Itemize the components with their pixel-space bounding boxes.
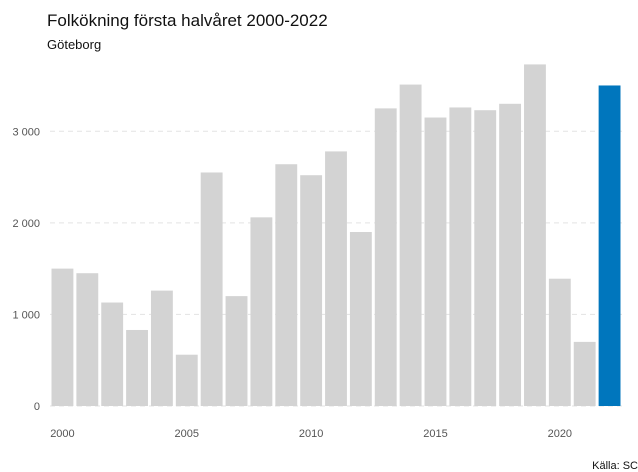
bar-2014 [399, 84, 422, 406]
y-tick-label: 0 [34, 401, 40, 413]
bar-2015 [424, 117, 447, 407]
bar-2010 [300, 175, 323, 406]
y-tick-label: 1 000 [12, 309, 40, 321]
bar-2002 [101, 302, 124, 406]
x-tick-label: 2000 [50, 428, 74, 440]
bar-2022 [598, 85, 621, 406]
bar-2012 [349, 232, 372, 406]
bar-2011 [325, 151, 347, 406]
bar-2001 [76, 273, 99, 406]
x-tick-label: 2015 [423, 428, 447, 440]
y-tick-label: 2 000 [12, 218, 40, 230]
bar-2009 [275, 164, 298, 406]
bar-2019 [524, 64, 546, 407]
chart-subtitle: Göteborg [47, 37, 101, 52]
bar-2021 [573, 341, 596, 406]
source-caption: Källa: SC [592, 460, 638, 472]
bar-2003 [126, 329, 148, 406]
bar-2017 [474, 110, 497, 406]
bar-2000 [51, 268, 74, 406]
bar-2016 [449, 107, 472, 406]
x-tick-label: 2005 [175, 428, 199, 440]
x-axis-ticks: 2000 2005 2010 2015 2020 [50, 428, 572, 440]
x-tick-label: 2020 [548, 428, 572, 440]
bar-2013 [374, 108, 397, 407]
x-tick-label: 2010 [299, 428, 323, 440]
bar-2020 [548, 278, 571, 406]
y-axis-ticks: 0 1 000 2 000 3 000 [12, 126, 40, 413]
chart-title: Folkökning första halvåret 2000-2022 [47, 11, 328, 30]
bar-2007 [225, 296, 248, 406]
bar-2006 [200, 172, 223, 406]
bars [51, 64, 621, 407]
y-tick-label: 3 000 [12, 126, 40, 138]
bar-2008 [250, 217, 273, 406]
bar-2005 [175, 354, 198, 406]
bar-2004 [150, 290, 173, 406]
bar-2018 [499, 103, 522, 406]
